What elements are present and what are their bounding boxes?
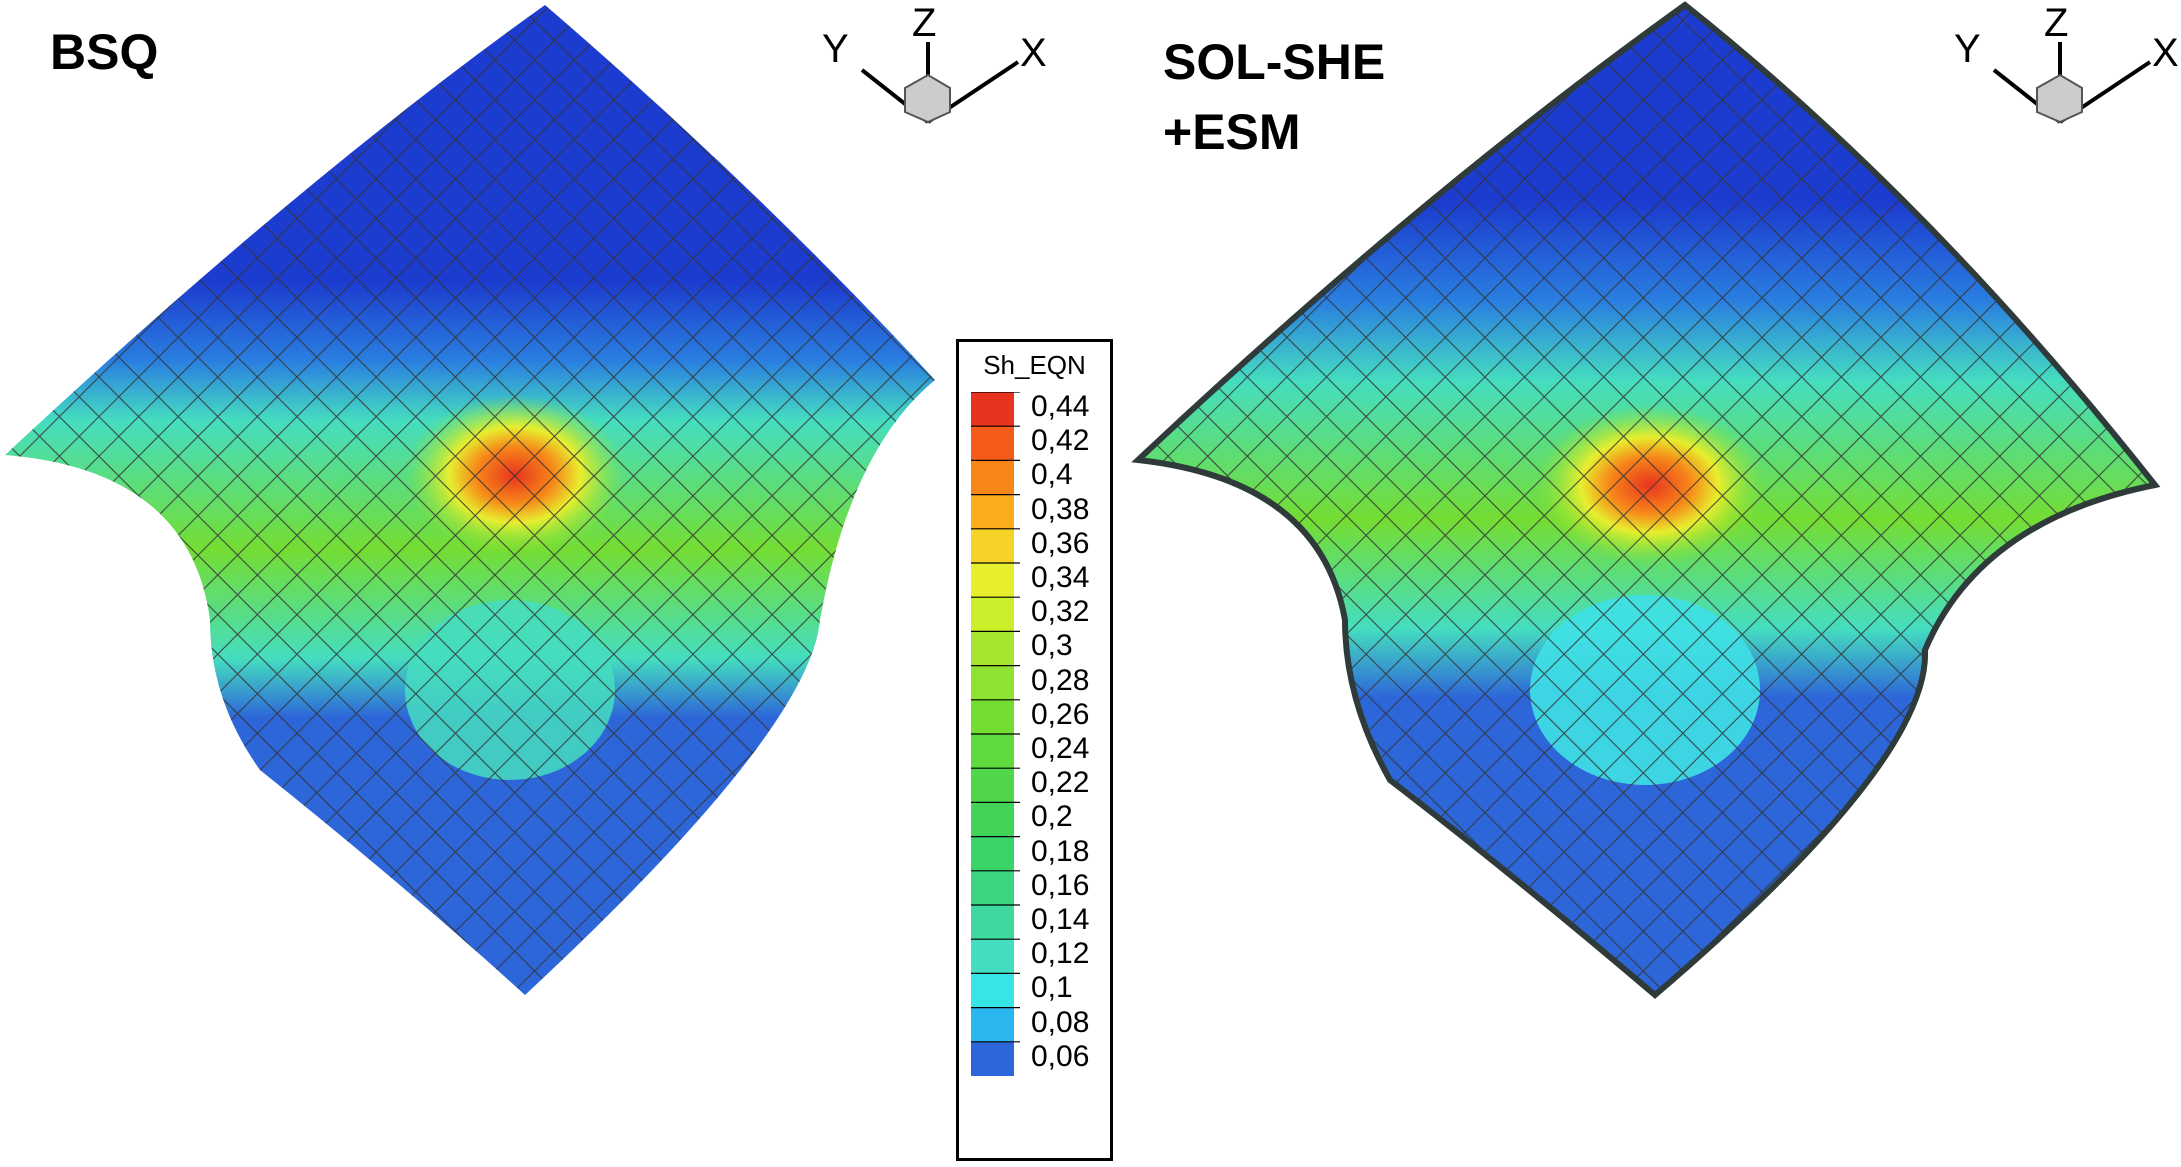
right-panel-sheet	[1131, 1, 2161, 999]
legend-swatch	[971, 802, 1014, 837]
legend-swatch	[971, 1041, 1014, 1076]
legend-swatch	[971, 836, 1014, 871]
legend-level-label: 0,14	[1031, 903, 1090, 936]
color-legend: Sh_EQN 0,44 0,42 0,4 0,38 0,36 0,34 0,32 0,3 0,2…	[956, 339, 1113, 1161]
legend-level-label: 0,38	[1031, 492, 1090, 526]
legend-level-label: 0,34	[1031, 561, 1090, 594]
legend-level-label: 0,08	[1031, 1005, 1090, 1039]
left-axis-y-label: Y	[822, 27, 849, 71]
right-sheet-outline	[1131, 1, 2161, 999]
legend-level-label: 0,36	[1031, 526, 1090, 560]
legend-swatch	[971, 665, 1014, 700]
legend-level-label: 0,16	[1031, 868, 1090, 902]
legend-level-label: 0,2	[1031, 800, 1073, 834]
legend-swatch	[971, 631, 1014, 666]
legend-swatch	[971, 426, 1014, 461]
right-axis-y-label: Y	[1954, 27, 1981, 71]
legend-level-label: 0,3	[1031, 629, 1073, 663]
left-panel-sheet	[5, 5, 935, 995]
legend-swatch	[971, 494, 1014, 529]
legend-swatch	[971, 460, 1014, 495]
legend-level-label: 0,22	[1031, 766, 1090, 800]
legend-color-bar	[971, 392, 1020, 1076]
right-panel-title-line-1: SOL-SHE	[1163, 34, 1386, 90]
right-axis-x-label: X	[2152, 31, 2179, 75]
legend-swatch	[971, 563, 1014, 598]
legend-swatch	[971, 528, 1014, 563]
left-axis-triad: Y Z X	[822, 1, 1047, 124]
right-axis-z-label: Z	[2044, 1, 2068, 45]
legend-level-label: 0,4	[1031, 458, 1073, 492]
legend-swatch	[971, 734, 1014, 769]
right-panel-title-line-2: +ESM	[1163, 104, 1301, 160]
legend-swatch	[971, 597, 1014, 632]
legend-level-label: 0,24	[1031, 732, 1090, 765]
legend-level-label: 0,44	[1031, 390, 1090, 423]
right-axis-triad: Y Z X	[1954, 1, 2179, 124]
legend-swatch	[971, 939, 1014, 974]
legend-swatch	[971, 973, 1014, 1008]
left-axis-z-label: Z	[912, 1, 936, 45]
legend-swatch	[971, 392, 1014, 427]
legend-level-label: 0,12	[1031, 937, 1090, 971]
legend-swatch	[971, 870, 1014, 905]
legend-title: Sh_EQN	[983, 350, 1086, 380]
legend-level-label: 0,28	[1031, 663, 1090, 697]
legend-level-label: 0,26	[1031, 697, 1090, 731]
legend-level-label: 0,06	[1031, 1039, 1090, 1073]
left-panel-title: BSQ	[50, 24, 159, 80]
legend-swatch	[971, 905, 1014, 940]
left-axis-x-label: X	[1020, 31, 1047, 75]
legend-level-label: 0,32	[1031, 595, 1090, 629]
legend-level-label: 0,18	[1031, 834, 1090, 868]
legend-swatch	[971, 768, 1014, 803]
left-sheet-mesh	[5, 5, 935, 995]
legend-swatch	[971, 699, 1014, 734]
legend-swatch	[971, 1007, 1014, 1042]
right-sheet-mesh	[1138, 5, 2155, 995]
legend-level-label: 0,1	[1031, 971, 1073, 1005]
legend-level-label: 0,42	[1031, 424, 1090, 458]
